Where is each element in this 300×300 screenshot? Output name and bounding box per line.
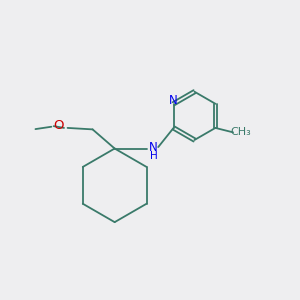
Text: N: N xyxy=(149,141,158,154)
Text: CH₃: CH₃ xyxy=(231,127,251,137)
Text: O: O xyxy=(53,119,63,132)
Text: H: H xyxy=(150,151,158,161)
Text: N: N xyxy=(169,94,178,107)
